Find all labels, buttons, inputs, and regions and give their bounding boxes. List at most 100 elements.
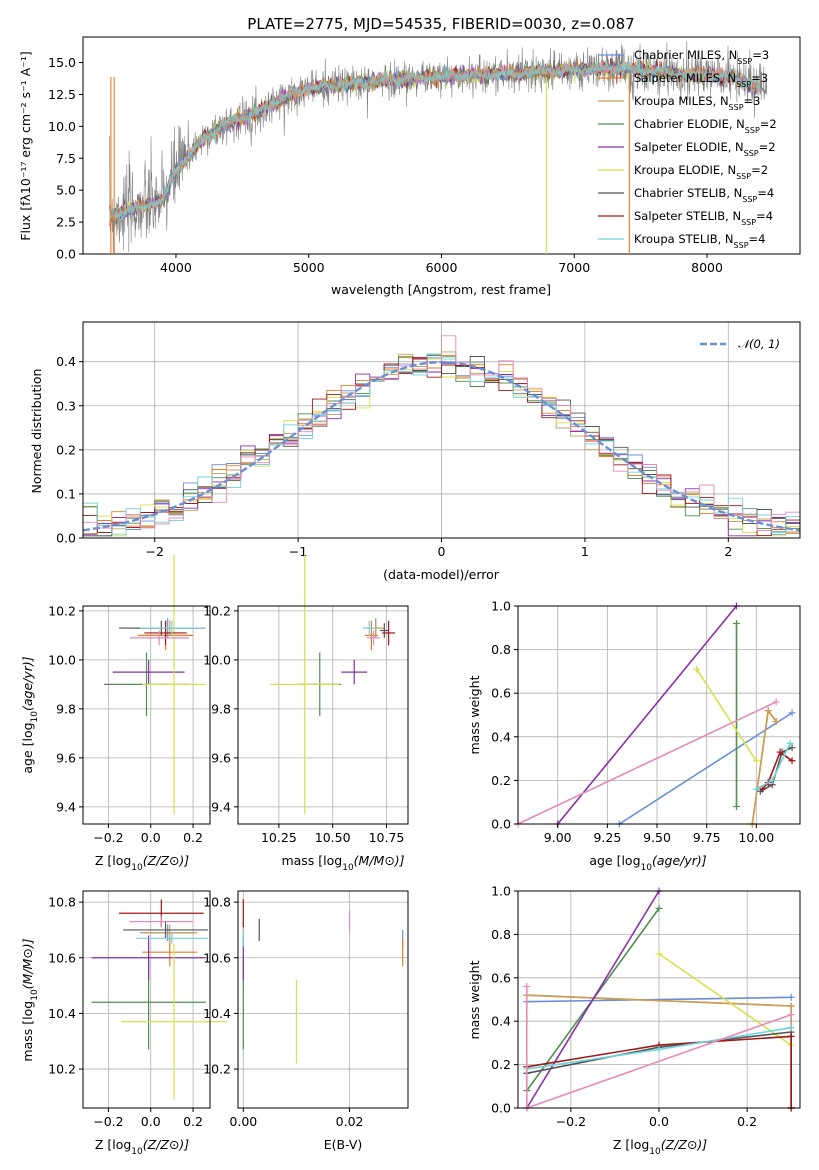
spectrum-ticks: 4000 5000 6000 7000 8000 0.0 2.5 5.0 7.5 10.0 12.5… bbox=[48, 55, 723, 275]
zmass-ytick-label: 10.4 bbox=[48, 1006, 76, 1021]
agew-xtick-label: 10.00 bbox=[738, 830, 774, 845]
zw-marks bbox=[523, 887, 795, 1112]
zmass-ytick-label: 10.8 bbox=[48, 895, 76, 910]
hist-xtick-label: 0 bbox=[438, 544, 446, 559]
spectrum-ytick-label: 12.5 bbox=[48, 87, 76, 102]
hist-xtick-label: −1 bbox=[289, 544, 307, 559]
zw-line-0 bbox=[526, 996, 792, 1003]
agew-point-9 bbox=[772, 698, 780, 706]
spectrum-legend: Chabrier MILES, NSSP=3 Salpeter MILES, NS… bbox=[598, 48, 777, 250]
agew-xtick-label: 9.75 bbox=[693, 830, 721, 845]
hist-xtick-label: −2 bbox=[145, 544, 163, 559]
hist-ylabel: Normed distribution bbox=[29, 369, 44, 494]
hist-marks bbox=[82, 335, 801, 538]
agew-point-3 bbox=[732, 619, 740, 627]
zage-ytick-label: 10.0 bbox=[48, 652, 76, 667]
spectrum-ytick-label: 0.0 bbox=[56, 247, 76, 262]
massage-panel: 10.25 10.50 10.75 9.4 9.6 9.8 10.0 10.2 bbox=[203, 554, 409, 845]
agew-point-8 bbox=[768, 776, 776, 784]
agew-ytick-label: 0.4 bbox=[491, 729, 511, 744]
hist-xtick-label: 2 bbox=[724, 544, 732, 559]
spectrum-xtick-label: 7000 bbox=[558, 260, 590, 275]
spectrum-legend-label-2: Kroupa MILES, NSSP=3 bbox=[634, 94, 760, 112]
zw-ytick-label: 0.8 bbox=[491, 927, 511, 942]
zw-line-5 bbox=[658, 953, 792, 1046]
zw-point-5 bbox=[655, 950, 663, 958]
agew-panel: 9.00 9.25 9.50 9.75 10.00 0.0 0.2 0.4 0.6 0.8 1.0 bbox=[491, 599, 801, 845]
agew-point-7 bbox=[776, 748, 784, 756]
zage-ytick-label: 9.8 bbox=[56, 701, 76, 716]
ebvmass-ytick-label: 10.2 bbox=[203, 1062, 231, 1077]
agew-line-2 bbox=[751, 708, 777, 825]
ebvmass-xtick-label: 0.02 bbox=[336, 1114, 364, 1129]
ebvmass-marks bbox=[242, 899, 404, 1064]
zmass-panel: −0.2 0.0 0.2 10.2 10.4 10.6 10.8 bbox=[48, 890, 227, 1129]
hist-gaussian-line bbox=[82, 360, 801, 532]
zage-ylabel: age [log10(age/yr)] bbox=[20, 656, 40, 773]
hist-step-9 bbox=[82, 335, 801, 538]
agew-line-4 bbox=[557, 605, 738, 825]
spectrum-ytick-label: 7.5 bbox=[56, 151, 76, 166]
ebvmass-xlabel: E(B-V) bbox=[324, 1137, 363, 1152]
zw-point-7 bbox=[787, 1032, 795, 1040]
agew-line-0 bbox=[618, 712, 793, 825]
zmass-xlabel: Z [log10(Z/Z⊙)] bbox=[95, 1137, 189, 1157]
spectrum-xlabel: wavelength [Angstrom, rest frame] bbox=[331, 282, 551, 297]
spectrum-xtick-label: 8000 bbox=[691, 260, 723, 275]
agew-point-5 bbox=[752, 757, 760, 765]
zw-point-8 bbox=[655, 1045, 663, 1053]
zw-point-9 bbox=[787, 1011, 795, 1019]
zage-ytick-label: 9.6 bbox=[56, 750, 76, 765]
hist-xlabel: (data-model)/error bbox=[383, 567, 500, 582]
massage-ytick-label: 9.6 bbox=[211, 750, 231, 765]
zmass-xtick-label: 0.2 bbox=[183, 1114, 203, 1129]
ebvmass-panel: 0.00 0.02 10.2 10.4 10.6 10.8 bbox=[203, 890, 409, 1129]
spectrum-ylabel-text: Flux [fλ10⁻¹⁷ erg cm⁻² s⁻¹ A⁻¹] bbox=[18, 51, 33, 240]
agew-point-8 bbox=[752, 785, 760, 793]
zw-ytick-label: 0.2 bbox=[491, 1057, 511, 1072]
spectrum-legend-label-7: Salpeter STELIB, NSSP=4 bbox=[634, 209, 773, 227]
zw-line-7 bbox=[526, 1035, 793, 1108]
spectrum-ytick-label: 2.5 bbox=[56, 215, 76, 230]
agew-point-7 bbox=[788, 757, 796, 765]
small-panels: −0.2 0.0 0.2 9.4 9.6 9.8 10.0 10.2 Z [log10(Z/Z⊙… bbox=[20, 554, 801, 1157]
agew-point-2 bbox=[764, 707, 772, 715]
massage-xtick-label: 10.50 bbox=[315, 830, 351, 845]
spectrum-xtick-label: 5000 bbox=[293, 260, 325, 275]
ebvmass-ytick-label: 10.4 bbox=[203, 1006, 231, 1021]
spectrum-panel: 4000 5000 6000 7000 8000 0.0 2.5 5.0 7.5 10.0 12.5… bbox=[18, 36, 801, 297]
agew-line-1 bbox=[751, 708, 777, 825]
spectrum-legend-label-5: Kroupa ELODIE, NSSP=2 bbox=[634, 163, 768, 181]
zage-panel: −0.2 0.0 0.2 9.4 9.6 9.8 10.0 10.2 bbox=[48, 554, 211, 845]
hist-ticks: −2 −1 0 1 2 0.0 0.1 0.2 0.3 0.4 bbox=[56, 354, 732, 559]
agew-point-8 bbox=[786, 739, 794, 747]
massage-frame bbox=[237, 605, 409, 825]
spectrum-marks bbox=[109, 41, 768, 255]
massage-xlabel: mass [log10(M/M⊙)] bbox=[281, 853, 404, 873]
agew-point-3 bbox=[732, 803, 740, 811]
zmass-ytick-label: 10.2 bbox=[48, 1062, 76, 1077]
agew-line-7 bbox=[761, 750, 793, 790]
spectrum-ytick-label: 10.0 bbox=[48, 119, 76, 134]
hist-legend-label: 𝒩(0, 1) bbox=[738, 337, 780, 351]
agew-point-6 bbox=[788, 744, 796, 752]
agew-line-5 bbox=[696, 668, 757, 762]
hist-panel: −2 −1 0 1 2 0.0 0.1 0.2 0.3 0.4 𝒩(0, 1) (data-mod… bbox=[29, 321, 801, 582]
massage-ytick-label: 10.0 bbox=[203, 652, 231, 667]
zage-ytick-label: 9.4 bbox=[56, 799, 76, 814]
spectrum-xtick-label: 6000 bbox=[426, 260, 458, 275]
massage-xtick-label: 10.75 bbox=[369, 830, 405, 845]
spectrum-legend-label-4: Salpeter ELODIE, NSSP=2 bbox=[634, 140, 776, 158]
spectrum-legend-label-1: Salpeter MILES, NSSP=3 bbox=[634, 71, 768, 89]
agew-ytick-label: 0.0 bbox=[491, 817, 511, 832]
ebvmass-ytick-label: 10.8 bbox=[203, 895, 231, 910]
hist-ytick-label: 0.2 bbox=[56, 442, 76, 457]
zw-point-0 bbox=[787, 993, 795, 1001]
zw-ytick-label: 0.4 bbox=[491, 1014, 511, 1029]
massage-ytick-label: 9.4 bbox=[211, 799, 231, 814]
zw-line-4 bbox=[526, 890, 660, 1109]
massage-marks bbox=[270, 554, 396, 815]
zw-point-2 bbox=[787, 1002, 795, 1010]
hist-ytick-label: 0.1 bbox=[56, 486, 76, 501]
